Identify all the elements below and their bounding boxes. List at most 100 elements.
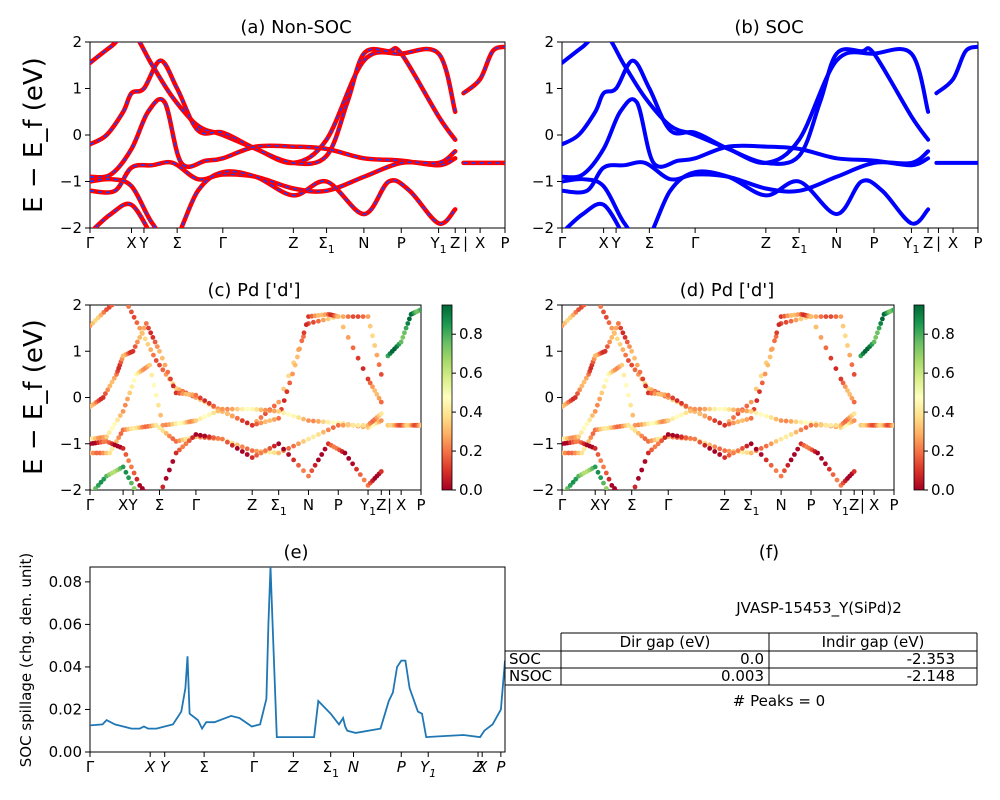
band-point: [891, 422, 894, 428]
band-point: [244, 452, 250, 457]
band-point: [127, 390, 133, 396]
band-point: [115, 298, 120, 303]
band-point: [639, 433, 645, 439]
band-point: [296, 462, 301, 468]
band-point: [281, 410, 286, 416]
y-tick-label: −2: [532, 481, 554, 499]
band-point: [234, 406, 240, 412]
band-point: [234, 442, 240, 448]
band-point: [129, 464, 134, 470]
band-point: [798, 316, 804, 322]
band-point: [234, 446, 240, 451]
band-point: [735, 448, 741, 454]
band-point: [798, 419, 804, 425]
band-point: [697, 406, 703, 412]
colorbar-tick-label: 0.4: [931, 403, 955, 421]
band-point: [731, 415, 736, 420]
band-point: [350, 422, 356, 428]
band-point: [584, 421, 590, 427]
x-tick-label: N: [358, 234, 369, 252]
panel-c-title: (c) Pd ['d']: [207, 280, 300, 301]
band-point: [296, 441, 301, 447]
band-point: [206, 434, 212, 440]
x-tick-label: X: [869, 496, 879, 514]
band-point: [614, 336, 620, 342]
band-point: [823, 422, 829, 428]
band-point: [605, 344, 610, 349]
band-point: [753, 410, 759, 416]
band-point: [769, 346, 775, 352]
band-point: [374, 352, 380, 358]
x-tick-label: P: [973, 234, 982, 252]
band-point: [140, 486, 145, 490]
y-tick-label: 1: [72, 80, 82, 98]
band-point: [599, 390, 605, 396]
band-point: [90, 450, 96, 456]
band-point: [229, 442, 235, 448]
table-cell: 0.003: [721, 667, 764, 685]
band-point: [731, 450, 736, 456]
band-point: [357, 472, 363, 477]
band-point: [137, 335, 143, 340]
band-point: [702, 413, 708, 419]
band-point: [376, 395, 382, 401]
y-tick-label: 0: [72, 389, 82, 407]
band-point: [220, 406, 225, 412]
band-point: [679, 400, 684, 406]
band-point: [626, 392, 631, 398]
x-tick-label: Z: [849, 496, 859, 514]
band-point: [609, 483, 615, 488]
band-point: [572, 450, 578, 456]
band-point: [623, 382, 629, 388]
band-point: [607, 339, 612, 345]
band-point: [267, 408, 273, 413]
band-point: [143, 489, 148, 490]
colorbar-d: 0.8 0.6 0.4 0.2 0.0: [913, 304, 955, 499]
band-point: [141, 325, 147, 331]
band-point: [748, 409, 754, 414]
band-point: [851, 418, 857, 423]
band-point: [632, 355, 637, 361]
band-point: [823, 314, 829, 319]
band-point: [131, 470, 137, 476]
band-point: [842, 384, 848, 390]
band-point: [303, 322, 309, 328]
band-point: [162, 362, 168, 368]
band-point: [321, 429, 326, 435]
band-point: [707, 415, 713, 421]
x-tick-label: Σ: [172, 234, 181, 252]
x-tick-label: X: [118, 496, 128, 514]
y-tick-label: −2: [532, 219, 554, 237]
y-tick-label: 2: [72, 296, 82, 314]
y-tick-label: 0.02: [49, 700, 82, 718]
band-point: [180, 444, 186, 450]
band-point: [350, 345, 356, 351]
band-point: [632, 367, 638, 373]
band-point: [768, 415, 774, 420]
y-tick-label: 2: [544, 33, 554, 51]
band-point: [590, 431, 596, 437]
band-point: [345, 335, 351, 340]
band-point: [679, 434, 684, 440]
band-point: [828, 355, 834, 361]
x-tick-label: X: [476, 758, 488, 776]
band-point: [249, 455, 255, 460]
band-point: [365, 314, 371, 319]
band-point: [622, 335, 628, 340]
x-tick-label: Z: [288, 234, 298, 252]
band-point: [697, 411, 703, 417]
band-point: [674, 398, 680, 403]
band-point: [170, 383, 176, 389]
y-tick-label: 0.00: [49, 743, 82, 761]
band-point: [798, 427, 804, 433]
band-point: [291, 457, 296, 463]
x-tick-label: P: [397, 234, 406, 252]
band-point: [813, 324, 819, 330]
x-tick-label: Σ1: [743, 496, 759, 518]
band-point: [105, 387, 111, 393]
band-point: [819, 456, 824, 461]
band-point: [271, 443, 277, 449]
band-point: [562, 450, 568, 456]
band-point: [137, 497, 142, 502]
band-point: [828, 422, 834, 428]
